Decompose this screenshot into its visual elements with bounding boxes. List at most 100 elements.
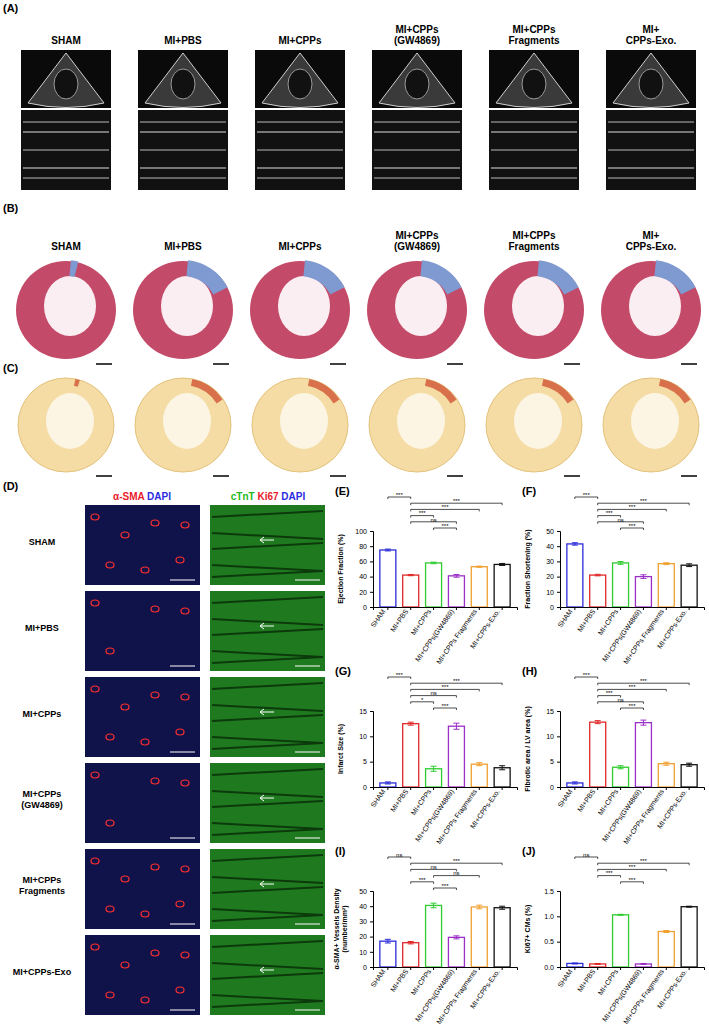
label: CPPs-Exo. — [626, 35, 677, 46]
sig-label: *** — [441, 684, 449, 690]
lumen — [397, 393, 445, 449]
figure: (A)SHAMMI+PBSMI+CPPsMI+CPPs(GW4869)MI+CP… — [0, 0, 709, 1027]
tissue — [484, 261, 584, 359]
y-axis-title: α-SMA+ Vessels Density — [333, 888, 341, 969]
x-tick: SHAM — [369, 967, 388, 989]
vessel — [181, 608, 189, 614]
tick-label: MI+CPPs(GW4869) — [414, 608, 456, 663]
tick-mark — [502, 967, 503, 970]
echo-trace — [257, 178, 343, 179]
tick-label: 10 — [359, 733, 367, 740]
echo-bmode — [21, 50, 111, 108]
axis-line — [557, 892, 561, 968]
tick-label: 20 — [359, 589, 367, 596]
y-tick: 20 — [546, 573, 560, 580]
fiber — [212, 791, 323, 797]
tick-mark — [557, 561, 560, 562]
fiber — [212, 877, 323, 883]
echo-image — [489, 50, 579, 190]
sig-label: ns — [617, 517, 623, 523]
echo-trace — [374, 178, 460, 179]
label: Fragments — [508, 35, 560, 46]
error-bar — [385, 549, 391, 551]
vessel — [176, 987, 184, 993]
vessel — [106, 992, 114, 998]
sig-label: *** — [419, 877, 427, 883]
tick-label: MI+CPPs-Exo. — [469, 968, 501, 1010]
y-axis: 0.00.51.01.5 — [544, 888, 560, 971]
label: (GW4869) — [394, 35, 440, 46]
echo-fan — [496, 53, 572, 108]
tick-label: MI+CPPs — [597, 788, 620, 817]
ctnt-image — [210, 935, 325, 1015]
sig-label: *** — [628, 703, 636, 709]
vessel — [181, 866, 189, 872]
label: MI+PBS — [164, 35, 202, 46]
echo-trace — [257, 167, 343, 169]
x-tick: MI+CPPs-Exo. — [469, 967, 502, 1010]
echo-cavity — [288, 69, 312, 99]
x-axis: SHAMMI+PBSMI+CPPsMI+CPPs(GW4869)MI+CPPs … — [556, 967, 704, 1026]
sig-label: *** — [628, 877, 636, 883]
panel-label: (D) — [3, 480, 19, 492]
fiber — [212, 915, 323, 921]
fiber — [212, 1001, 323, 1007]
tick-mark — [557, 531, 560, 532]
scale-bar — [295, 666, 320, 667]
label: MI+CPPs — [278, 35, 322, 46]
vessel — [106, 734, 114, 740]
sig-label: *** — [396, 492, 404, 498]
bar — [635, 577, 651, 607]
tick-label: 1.0 — [544, 913, 554, 920]
scale-bar — [295, 752, 320, 753]
tissue — [18, 378, 114, 472]
sirius-image — [18, 378, 114, 476]
echo-trace — [140, 122, 226, 123]
tick-mark — [502, 787, 503, 790]
sma-image — [85, 677, 200, 757]
x-tick: MI+CPPs-Exo. — [469, 787, 502, 830]
y-tick: 0.0 — [544, 964, 560, 971]
masson-image — [16, 260, 116, 364]
sig-label: *** — [640, 498, 648, 504]
y-axis: 020406080100 — [355, 528, 373, 611]
bar — [567, 963, 583, 967]
tissue — [369, 378, 465, 472]
x-tick: MI+CPPs-Exo. — [656, 787, 689, 830]
echo-cavity — [639, 69, 663, 99]
masson-image — [250, 260, 350, 364]
bar — [403, 943, 419, 967]
image-bg — [210, 935, 325, 1015]
error-bar — [595, 721, 601, 724]
tick-label: 40 — [546, 543, 554, 550]
error-bar — [499, 906, 505, 909]
echo-bmode — [138, 50, 228, 108]
sig-label: *** — [606, 870, 614, 876]
error-bar — [385, 939, 391, 943]
scale-bar — [96, 363, 112, 365]
stain: cTnT — [231, 491, 255, 502]
tick-label: 40 — [359, 903, 367, 910]
label: MI+PBS — [25, 623, 59, 633]
tick-mark — [666, 787, 667, 790]
sig-label: ns — [430, 690, 436, 696]
fibrosis — [420, 260, 461, 294]
tick-label: MI+CPPs(GW4869) — [601, 968, 643, 1023]
fibrosis — [537, 260, 578, 294]
tick-label: 0 — [363, 784, 367, 791]
label: MI+ — [643, 230, 660, 241]
scale-bar — [681, 363, 697, 365]
label: (GW4869) — [394, 241, 440, 252]
error-bar — [476, 905, 482, 909]
tick-label: 10 — [546, 733, 554, 740]
axis-line — [370, 532, 374, 608]
sig-label: *** — [606, 510, 614, 516]
tick-mark — [410, 607, 411, 610]
x-tick: MI+PBS — [389, 967, 411, 993]
vessel — [141, 739, 149, 745]
y-axis-title: Infarct Size (%) — [337, 724, 345, 774]
y-tick: 60 — [359, 558, 373, 565]
ctnt-image — [210, 849, 325, 929]
tick-label: MI+CPPs Fragments — [622, 608, 666, 666]
y-axis: 051015 — [546, 708, 560, 791]
